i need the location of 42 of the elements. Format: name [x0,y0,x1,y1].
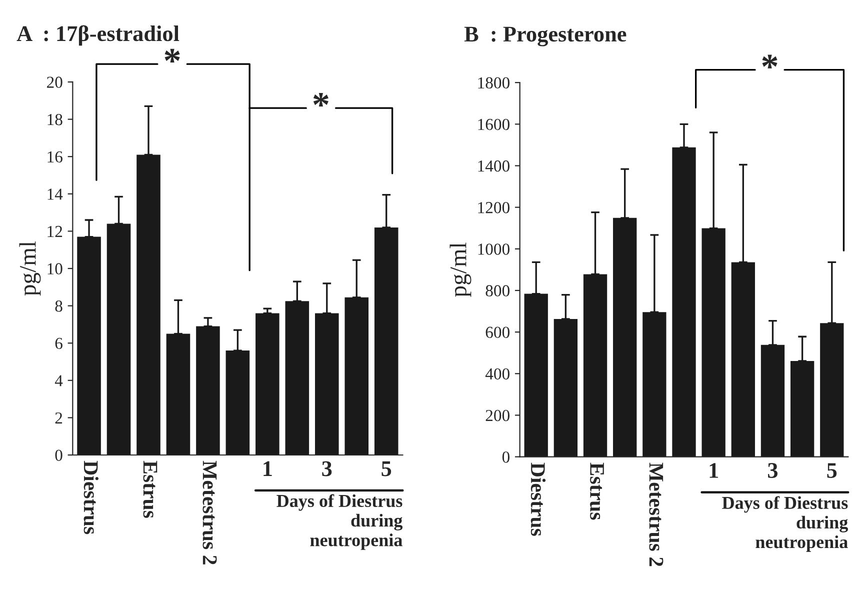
x-tick-label: Diestrus [84,460,98,534]
y-tick-label: 8 [55,300,62,312]
chart-title: A : 17β-estradiol [16,25,180,46]
y-tick-label: 600 [486,326,510,338]
text: Days of Diestrus during neutropenia [722,496,848,552]
chart-title: B : Progesterone [464,26,626,46]
x-tick-label: 5 [827,463,837,478]
y-tick-label: 16 [48,151,62,163]
y-tick-label: 18 [48,114,62,126]
y-tick-label: 20 [47,76,62,88]
y-tick-label: 1200 [478,202,510,214]
y-tick-label: 1600 [478,118,510,130]
y-axis-title: pg/ml [19,241,41,296]
y-tick-label: 4 [54,375,63,386]
y-tick-label: 400 [485,368,510,380]
text: Days of Diestrus during neutropenia [276,494,403,550]
y-tick-label: 0 [55,450,62,461]
y-tick-label: 800 [486,285,510,296]
x-tick-label: 3 [768,463,778,478]
y-tick-label: 200 [486,410,510,422]
y-tick-label: 0 [502,451,510,463]
x-tick-label: 5 [382,461,392,476]
x-tick-label: 1 [264,461,272,476]
x-tick-label: 1 [710,463,718,478]
y-tick-label: 6 [55,338,62,350]
y-tick-label: 2 [55,412,62,424]
annotation: * [313,92,328,107]
x-tick-label: Metestrus 2 [202,460,217,564]
text: * [762,54,778,68]
text: * [164,48,180,63]
x-tick-label: Estrus [590,462,604,520]
y-axis-title: pg/ml [450,242,472,297]
x-tick-label: 3 [322,461,332,476]
y-tick-label: 1400 [478,160,510,172]
x-tick-label: Diestrus [530,462,546,536]
y-tick-label: 10 [48,263,62,274]
x-tick-label: Estrus [143,460,158,518]
y-tick-label: 14 [48,188,63,200]
y-tick-label: 1800 [478,77,510,89]
y-tick-label: 1000 [478,244,510,255]
x-tick-label: Metestrus 2 [649,462,664,566]
y-tick-label: 12 [48,226,62,237]
